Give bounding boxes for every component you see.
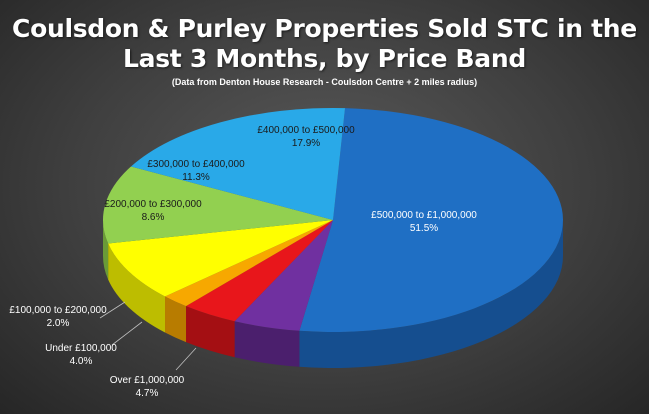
chart-subtitle: (Data from Denton House Research - Couls… (171, 77, 478, 87)
slice-label-500-000-to-1-000-000: £500,000 to £1,000,000 (371, 210, 477, 221)
slice-label-300-000-to-400-000: £300,000 to £400,000 (147, 159, 245, 170)
pie-slice-400-000-to-500-000[interactable] (130, 108, 346, 220)
leader-line-100-000-to-200-000 (99, 301, 126, 319)
chart-title-line-1: Coulsdon & Purley Properties Sold STC in… (12, 14, 637, 43)
slice-label-200-000-to-300-000: £200,000 to £300,000 (104, 199, 202, 210)
pie-slice-over-1-000-000[interactable] (234, 220, 333, 331)
pie-side-over-1-000-000 (234, 321, 300, 367)
slice-label-400-000-to-500-000: £400,000 to £500,000 (257, 125, 355, 136)
slice-value-300-000-to-400-000: 11.3% (182, 172, 210, 183)
chart-title: Coulsdon & Purley Properties Sold STC in… (0, 14, 649, 74)
slice-label-100-000-to-200-000: £100,000 to £200,000 (9, 305, 107, 316)
pie-side-under-100-000 (186, 306, 235, 358)
slice-value-over-1-000-000: 4.7% (136, 388, 159, 399)
pie-side-200-000-to-300-000 (108, 243, 166, 333)
slice-value-200-000-to-300-000: 8.6% (142, 212, 165, 223)
pie-slice-100-000-to-200-000[interactable] (165, 220, 333, 307)
pie-slice-300-000-to-400-000[interactable] (102, 166, 333, 244)
pie-sides (103, 220, 563, 368)
slice-value-under-100-000: 4.0% (70, 356, 93, 367)
slice-label-under-100-000: Under £100,000 (45, 343, 117, 354)
slice-label-over-1-000-000: Over £1,000,000 (110, 375, 185, 386)
pie-side-500-000-to-1-000-000 (299, 220, 563, 368)
pie-slice-under-100-000[interactable] (186, 220, 333, 322)
pie-slice-200-000-to-300-000[interactable] (108, 220, 333, 297)
pie-slice-500-000-to-1-000-000[interactable] (299, 108, 563, 332)
slice-value-400-000-to-500-000: 17.9% (292, 138, 320, 149)
slice-value-500-000-to-1-000-000: 51.5% (410, 223, 438, 234)
slice-labels: £500,000 to £1,000,000 51.5% Over £1,000,0… (9, 125, 477, 399)
leader-line-over-1-000-000 (175, 347, 197, 371)
chart-title-line-2: Last 3 Months, by Price Band (123, 44, 526, 73)
slice-value-100-000-to-200-000: 2.0% (47, 318, 70, 329)
pie-side-300-000-to-400-000 (103, 220, 109, 280)
leader-line-under-100-000 (111, 321, 143, 346)
pie-slices (102, 108, 563, 332)
leader-lines (99, 301, 197, 371)
pie-side-100-000-to-200-000 (165, 296, 187, 343)
